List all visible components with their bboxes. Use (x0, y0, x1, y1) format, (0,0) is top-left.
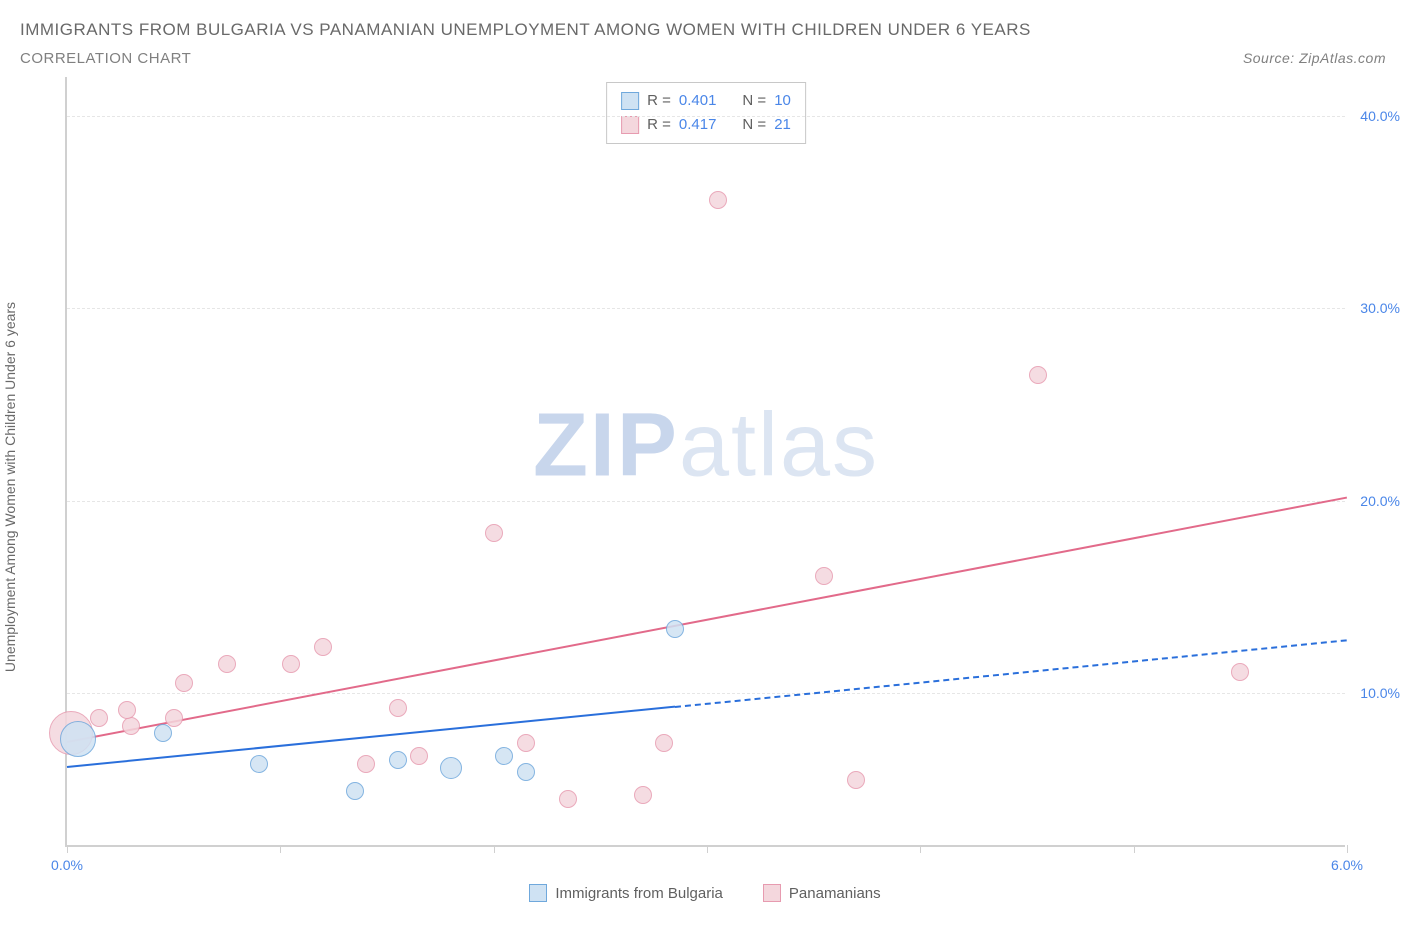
data-point-panamanians (1231, 663, 1249, 681)
data-point-panamanians (218, 655, 236, 673)
y-tick-label: 40.0% (1360, 108, 1400, 124)
legend-series-label: Immigrants from Bulgaria (555, 885, 723, 902)
legend-r-label: R = (647, 89, 671, 113)
y-tick-label: 10.0% (1360, 685, 1400, 701)
data-point-panamanians (118, 701, 136, 719)
legend-r-label: R = (647, 113, 671, 137)
x-tick (707, 845, 708, 853)
data-point-bulgaria (495, 747, 513, 765)
y-axis-label: Unemployment Among Women with Children U… (2, 302, 18, 672)
source-label: Source: ZipAtlas.com (1243, 50, 1386, 66)
gridline (67, 693, 1345, 694)
data-point-panamanians (90, 709, 108, 727)
data-point-panamanians (815, 567, 833, 585)
data-point-panamanians (175, 674, 193, 692)
data-point-panamanians (634, 786, 652, 804)
legend-r-value: 0.417 (679, 113, 717, 137)
data-point-bulgaria (440, 757, 462, 779)
legend-stat-row: R = 0.417 N = 21 (621, 113, 791, 137)
legend-swatch (621, 92, 639, 110)
watermark: ZIPatlas (533, 394, 879, 497)
x-tick (920, 845, 921, 853)
legend-stat-row: R = 0.401 N = 10 (621, 89, 791, 113)
y-tick-label: 30.0% (1360, 300, 1400, 316)
legend-n-label: N = (742, 113, 766, 137)
gridline (67, 308, 1345, 309)
trend-line (67, 497, 1347, 743)
legend-swatch (529, 884, 547, 902)
legend-swatch (621, 116, 639, 134)
plot-region: ZIPatlas R =0.401N =10R =0.417N =21 10.0… (65, 77, 1345, 847)
x-tick (1347, 845, 1348, 853)
data-point-bulgaria (250, 755, 268, 773)
chart-subtitle: CORRELATION CHART (20, 50, 191, 67)
x-tick-label: 6.0% (1331, 857, 1363, 873)
legend-series-label: Panamanians (789, 885, 881, 902)
x-tick-label: 0.0% (51, 857, 83, 873)
data-point-panamanians (485, 524, 503, 542)
data-point-bulgaria (666, 620, 684, 638)
data-point-bulgaria (389, 751, 407, 769)
legend-n-value: 21 (774, 113, 791, 137)
legend-r-value: 0.401 (679, 89, 717, 113)
legend-n-label: N = (742, 89, 766, 113)
legend-series-item: Panamanians (763, 884, 881, 902)
gridline (67, 501, 1345, 502)
chart-area: Unemployment Among Women with Children U… (20, 77, 1386, 897)
chart-title: IMMIGRANTS FROM BULGARIA VS PANAMANIAN U… (20, 20, 1386, 40)
data-point-panamanians (389, 699, 407, 717)
y-tick-label: 20.0% (1360, 493, 1400, 509)
data-point-panamanians (1029, 366, 1047, 384)
data-point-bulgaria (346, 782, 364, 800)
x-tick (280, 845, 281, 853)
data-point-panamanians (559, 790, 577, 808)
data-point-panamanians (122, 717, 140, 735)
data-point-bulgaria (154, 724, 172, 742)
data-point-panamanians (357, 755, 375, 773)
data-point-panamanians (517, 734, 535, 752)
data-point-panamanians (655, 734, 673, 752)
data-point-panamanians (282, 655, 300, 673)
legend-series-item: Immigrants from Bulgaria (529, 884, 723, 902)
gridline (67, 116, 1345, 117)
data-point-panamanians (709, 191, 727, 209)
data-point-panamanians (314, 638, 332, 656)
data-point-bulgaria (60, 721, 96, 757)
legend-series: Immigrants from Bulgaria Panamanians (65, 884, 1345, 902)
legend-swatch (763, 884, 781, 902)
data-point-panamanians (410, 747, 428, 765)
data-point-panamanians (847, 771, 865, 789)
x-tick (494, 845, 495, 853)
data-point-panamanians (165, 709, 183, 727)
legend-n-value: 10 (774, 89, 791, 113)
x-tick (67, 845, 68, 853)
x-tick (1134, 845, 1135, 853)
data-point-bulgaria (517, 763, 535, 781)
legend-stats: R = 0.401 N = 10 R = 0.417 N = 21 (606, 82, 806, 144)
